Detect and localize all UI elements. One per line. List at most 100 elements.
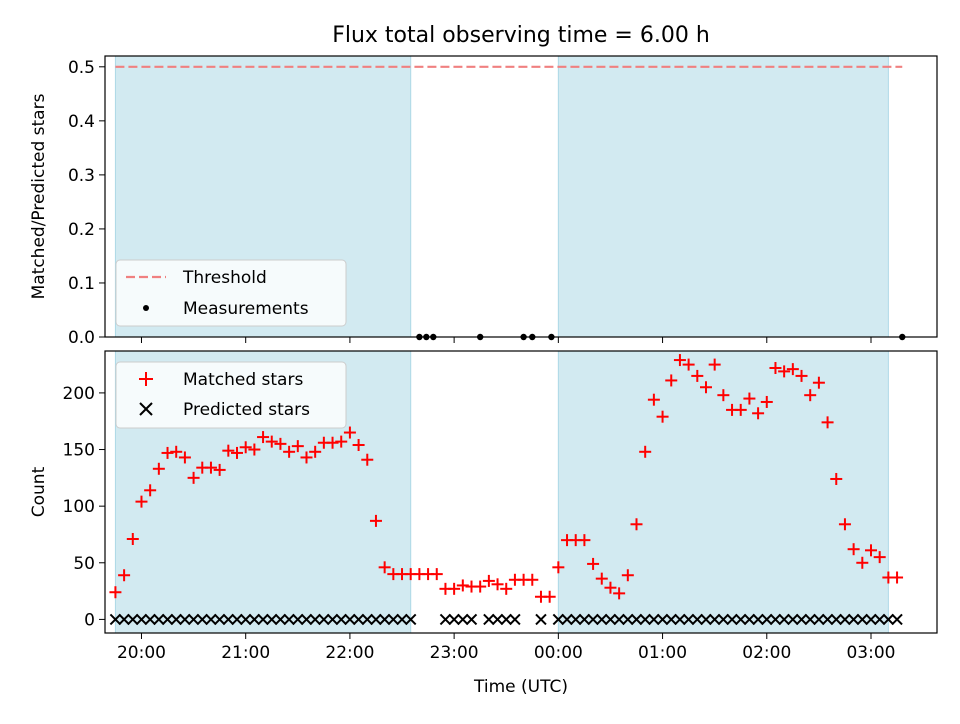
predicted-star-marker	[179, 613, 191, 626]
matched-star-marker	[665, 374, 678, 387]
predicted-x-stroke	[787, 613, 799, 626]
predicted-star-marker	[648, 613, 660, 626]
predicted-x-stroke	[665, 613, 677, 626]
predicted-star-marker	[613, 613, 625, 626]
bottom-y-tick-label: 150	[63, 441, 95, 461]
predicted-x-stroke	[144, 613, 156, 626]
x-tick-label: 01:00	[638, 643, 687, 663]
predicted-star-marker	[300, 613, 313, 626]
top-y-tick-label: 0.2	[68, 220, 95, 240]
matched-star-marker	[734, 403, 747, 416]
predicted-star-marker	[708, 613, 721, 626]
matched-star-marker	[639, 445, 652, 458]
predicted-star-marker	[656, 613, 669, 626]
predicted-star-marker	[604, 613, 617, 626]
matched-star-marker	[578, 534, 591, 547]
predicted-x-stroke	[109, 613, 122, 626]
predicted-x-stroke	[387, 613, 400, 626]
matched-star-marker	[300, 451, 313, 464]
predicted-star-marker	[804, 613, 816, 626]
matched-star-marker	[821, 416, 834, 429]
matched-star-marker	[352, 439, 365, 451]
predicted-x-stroke	[795, 613, 808, 626]
predicted-x-stroke	[205, 613, 217, 626]
predicted-x-stroke	[370, 613, 382, 626]
matched-star-marker	[691, 369, 704, 382]
matched-star-marker	[187, 471, 200, 484]
predicted-star-marker	[257, 613, 269, 626]
top-y-tick-label: 0.3	[68, 166, 95, 186]
predicted-x-stroke	[465, 613, 478, 626]
predicted-x-stroke	[717, 613, 730, 626]
predicted-star-marker	[700, 613, 712, 626]
predicted-x-stroke	[179, 613, 191, 626]
predicted-star-marker	[891, 613, 903, 626]
predicted-star-marker	[465, 613, 478, 626]
predicted-x-stroke	[318, 613, 330, 626]
matched-star-marker	[239, 441, 252, 454]
predicted-star-marker	[239, 613, 252, 626]
predicted-star-marker	[761, 613, 773, 626]
predicted-star-marker	[292, 613, 304, 626]
predicted-star-marker	[135, 613, 148, 626]
predicted-x-stroke	[682, 613, 695, 626]
predicted-x-stroke	[378, 613, 391, 626]
predicted-x-stroke	[257, 613, 269, 626]
predicted-x-stroke	[309, 613, 321, 626]
chart-title: Flux total observing time = 6.00 h	[332, 23, 710, 48]
predicted-x-stroke	[622, 613, 634, 626]
predicted-x-stroke	[153, 613, 165, 626]
matched-star-marker	[144, 484, 157, 497]
predicted-x-stroke	[161, 613, 174, 626]
matched-star-marker	[343, 426, 356, 439]
legend-x-stroke	[139, 402, 153, 416]
legend-matched-swatch	[139, 372, 153, 386]
matched-star-marker	[717, 389, 730, 402]
matched-star-marker	[587, 557, 600, 570]
predicted-x-stroke	[187, 613, 200, 626]
top-y-axis-label: Matched/Predicted stars	[29, 93, 49, 299]
predicted-x-stroke	[439, 613, 452, 626]
predicted-x-stroke	[396, 613, 408, 626]
matched-star-marker	[309, 445, 322, 458]
predicted-star-marker	[535, 613, 547, 626]
predicted-star-marker	[630, 613, 643, 626]
predicted-star-marker	[856, 613, 869, 626]
predicted-star-marker	[161, 613, 174, 626]
matched-star-marker	[474, 580, 487, 593]
predicted-star-marker	[509, 613, 521, 626]
predicted-x-stroke	[213, 613, 226, 626]
bottom-y-tick-label: 0	[84, 610, 95, 630]
predicted-star-marker	[570, 613, 582, 626]
predicted-x-stroke	[248, 613, 261, 626]
predicted-x-stroke	[648, 613, 660, 626]
predicted-star-marker	[865, 613, 877, 626]
top-panel: 0.0 0.1 0.2 0.3 0.4 0.5 Matched/Predicted star…	[29, 55, 938, 348]
predicted-star-marker	[717, 613, 730, 626]
x-tick-label: 21:00	[221, 643, 270, 663]
predicted-star-marker	[335, 613, 347, 626]
predicted-star-marker	[318, 613, 330, 626]
predicted-x-stroke	[639, 613, 651, 626]
matched-star-marker	[231, 446, 244, 459]
matched-star-marker	[604, 581, 617, 594]
predicted-x-stroke	[118, 613, 130, 626]
predicted-x-stroke	[743, 613, 756, 626]
predicted-star-marker	[266, 613, 278, 626]
matched-star-marker	[526, 573, 539, 586]
matched-star-marker	[769, 361, 782, 374]
matched-star-marker	[743, 392, 756, 405]
predicted-x-stroke	[587, 613, 599, 626]
predicted-star-marker	[639, 613, 651, 626]
matched-star-marker	[482, 574, 495, 587]
top-axes-frame	[104, 55, 938, 338]
matched-star-marker	[812, 376, 825, 389]
predicted-x-stroke	[535, 613, 547, 626]
predicted-x-stroke	[700, 613, 712, 626]
predicted-x-stroke	[813, 613, 825, 626]
matched-star-marker	[257, 431, 270, 444]
matched-star-marker	[613, 587, 626, 600]
predicted-star-marker	[622, 613, 634, 626]
predicted-x-stroke	[500, 613, 512, 626]
matched-star-marker	[274, 437, 287, 450]
